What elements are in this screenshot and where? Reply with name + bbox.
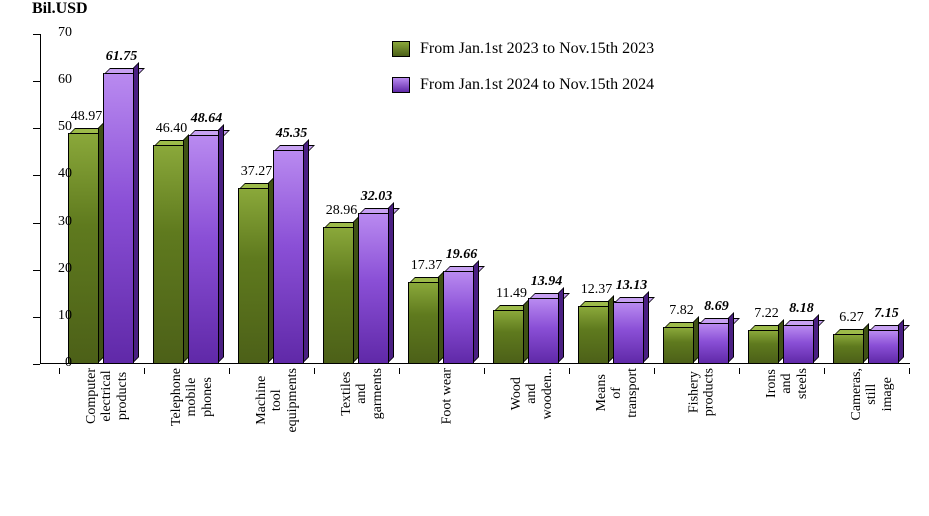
legend: From Jan.1st 2023 to Nov.15th 2023 From … xyxy=(392,40,822,112)
y-tick-label: 70 xyxy=(42,25,72,41)
value-label: 7.15 xyxy=(874,306,899,322)
bar xyxy=(578,306,609,364)
bar xyxy=(783,325,814,364)
y-tick-mark xyxy=(33,34,40,35)
y-tick-mark xyxy=(33,364,40,365)
x-tick-mark xyxy=(654,368,655,374)
value-label: 37.27 xyxy=(241,164,273,180)
bar xyxy=(443,271,474,364)
bar xyxy=(358,213,389,364)
x-category-label: Telephone mobile phones xyxy=(169,368,215,426)
x-category-label: Cameras, still image xyxy=(849,368,895,420)
bar xyxy=(663,327,694,364)
bar xyxy=(323,227,354,364)
y-axis-title: Bil.USD xyxy=(32,0,88,18)
legend-item-2023: From Jan.1st 2023 to Nov.15th 2023 xyxy=(392,40,822,58)
y-tick-mark xyxy=(33,317,40,318)
bar xyxy=(748,330,779,364)
legend-item-2024: From Jan.1st 2024 to Nov.15th 2024 xyxy=(392,76,822,94)
bar xyxy=(698,323,729,364)
legend-swatch-2024 xyxy=(392,77,410,93)
y-tick-label: 60 xyxy=(42,72,72,88)
bar xyxy=(613,302,644,364)
y-tick-label: 40 xyxy=(42,166,72,182)
bar xyxy=(528,298,559,364)
x-tick-mark xyxy=(229,368,230,374)
x-labels: Computer electrical products Telephone mo… xyxy=(40,368,910,516)
x-tick-mark xyxy=(144,368,145,374)
x-category-label: Wood and wooden.. xyxy=(509,368,555,419)
x-tick-mark xyxy=(484,368,485,374)
x-tick-mark xyxy=(59,368,60,374)
bar xyxy=(103,73,134,364)
y-tick-mark xyxy=(33,128,40,129)
y-tick-mark xyxy=(33,223,40,224)
y-tick-mark xyxy=(33,270,40,271)
y-tick-label: 30 xyxy=(42,214,72,230)
x-tick-mark xyxy=(314,368,315,374)
x-category-label: Irons and steels xyxy=(764,368,810,399)
value-label: 48.64 xyxy=(191,111,223,127)
value-label: 12.37 xyxy=(581,282,613,298)
bar xyxy=(153,145,184,364)
value-label: 7.82 xyxy=(669,303,694,319)
bar xyxy=(408,282,439,364)
bar xyxy=(493,310,524,364)
value-label: 45.35 xyxy=(276,126,308,142)
value-label: 13.13 xyxy=(616,278,648,294)
x-tick-mark xyxy=(909,368,910,374)
x-category-label: Means of transport xyxy=(594,368,640,418)
value-label: 13.94 xyxy=(531,274,563,290)
y-tick-label: 50 xyxy=(42,119,72,135)
value-label: 8.69 xyxy=(704,299,729,315)
x-category-label: Textiles and garments xyxy=(339,368,385,419)
value-label: 32.03 xyxy=(361,189,393,205)
x-tick-mark xyxy=(399,368,400,374)
legend-label-2023: From Jan.1st 2023 to Nov.15th 2023 xyxy=(420,40,654,58)
value-label: 7.22 xyxy=(754,306,779,322)
legend-label-2024: From Jan.1st 2024 to Nov.15th 2024 xyxy=(420,76,654,94)
chart-container: { "chart": { "type": "bar", "y_title": "… xyxy=(0,0,929,516)
x-category-label: Fishery products xyxy=(687,368,718,416)
y-tick-mark xyxy=(33,175,40,176)
value-label: 48.97 xyxy=(71,109,103,125)
value-label: 11.49 xyxy=(496,286,527,302)
value-label: 46.40 xyxy=(156,121,188,137)
value-label: 6.27 xyxy=(839,310,864,326)
value-label: 61.75 xyxy=(106,49,138,65)
x-tick-mark xyxy=(824,368,825,374)
bar xyxy=(238,188,269,364)
value-label: 28.96 xyxy=(326,203,358,219)
value-label: 19.66 xyxy=(446,247,478,263)
bar xyxy=(68,133,99,364)
x-tick-mark xyxy=(739,368,740,374)
bar xyxy=(833,334,864,364)
y-tick-label: 10 xyxy=(42,308,72,324)
x-category-label: Computer electrical products xyxy=(84,368,130,424)
y-tick-mark xyxy=(33,81,40,82)
x-tick-mark xyxy=(569,368,570,374)
value-label: 17.37 xyxy=(411,258,443,274)
legend-swatch-2023 xyxy=(392,41,410,57)
x-category-label: Machine tool equipments xyxy=(254,368,300,433)
x-category-label: Foot wear xyxy=(439,368,454,424)
bar xyxy=(273,150,304,364)
value-label: 8.18 xyxy=(789,301,814,317)
y-tick-label: 20 xyxy=(42,261,72,277)
bar xyxy=(188,135,219,364)
bar xyxy=(868,330,899,364)
